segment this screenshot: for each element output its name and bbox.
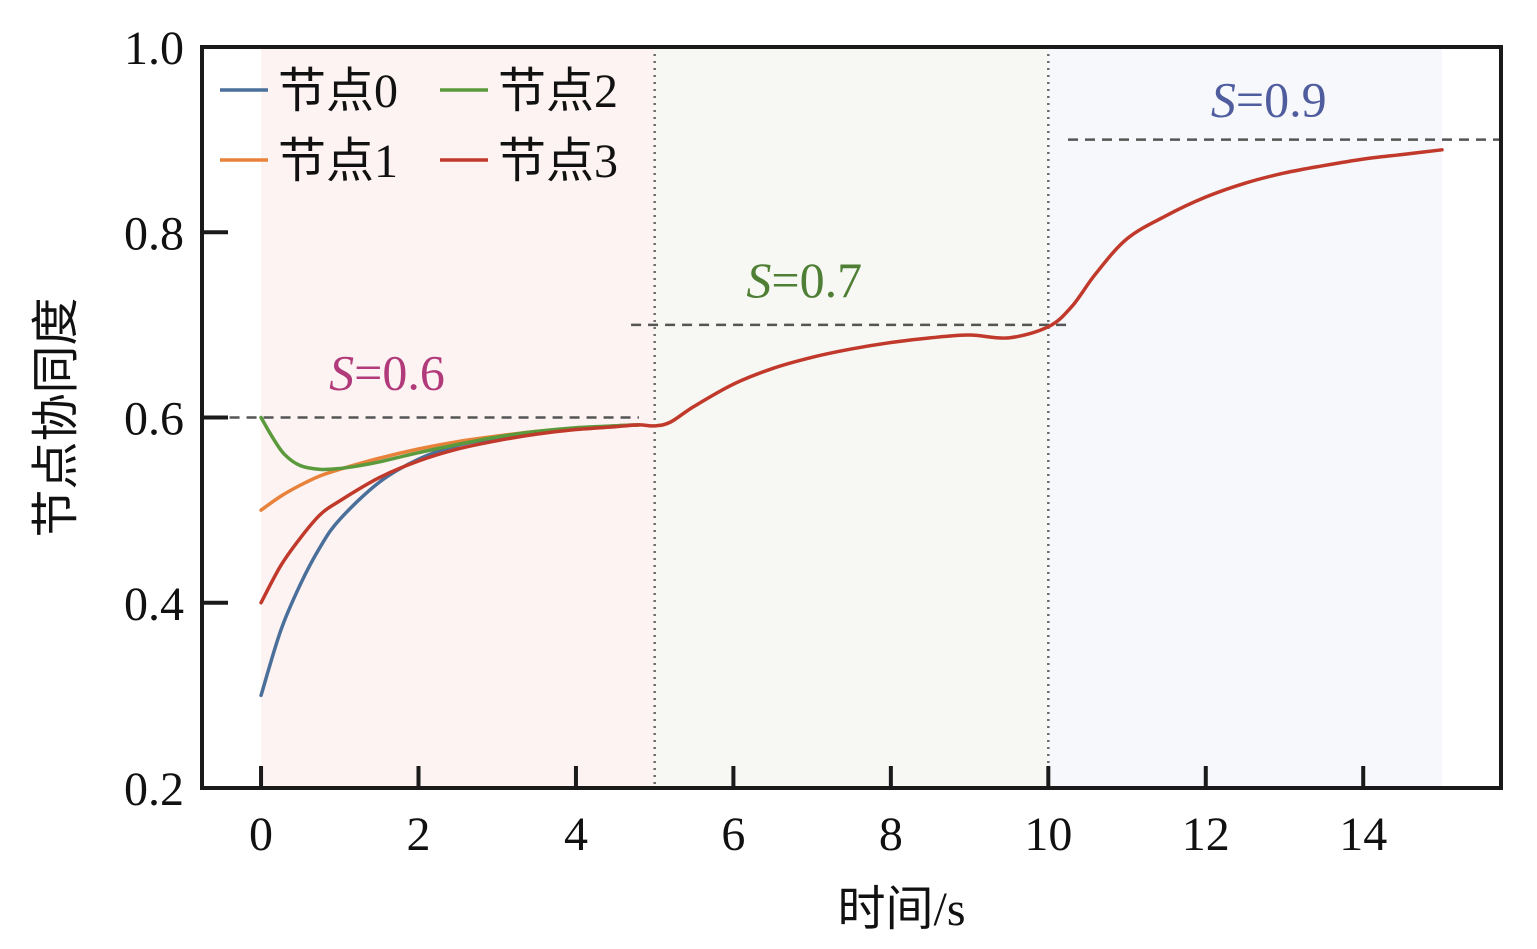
y-tick-label-0: 0.2 xyxy=(124,763,184,816)
target-label-value: =0.6 xyxy=(354,345,445,401)
y-axis-title: 节点协同度 xyxy=(30,297,83,537)
x-axis: 0 2 4 6 8 10 12 14 xyxy=(249,766,1387,861)
series-lines xyxy=(259,148,1444,698)
y-tick-label-2: 0.6 xyxy=(124,393,184,446)
y-axis: 0.2 0.4 0.6 0.8 1.0 xyxy=(124,22,228,816)
target-label-variable: S xyxy=(329,345,354,401)
target-label-variable: S xyxy=(1211,71,1236,127)
x-tick-label-0: 0 xyxy=(249,808,273,861)
series-line-3 xyxy=(259,148,1444,605)
legend-label-1: 节点1 xyxy=(278,135,398,188)
x-axis-title: 时间/s xyxy=(837,883,965,936)
phase-band-2 xyxy=(1048,47,1442,788)
target-label-0: S=0.6 xyxy=(329,345,445,401)
target-label-1: S=0.7 xyxy=(746,252,862,308)
series-line-2 xyxy=(259,415,641,472)
x-tick-label-7: 14 xyxy=(1339,808,1387,861)
legend-label-0: 节点0 xyxy=(278,65,398,118)
x-tick-label-5: 10 xyxy=(1024,808,1072,861)
x-tick-label-3: 6 xyxy=(721,808,745,861)
target-annotations: S=0.6S=0.7S=0.9 xyxy=(329,71,1326,400)
phase-backgrounds xyxy=(261,47,1442,788)
x-tick-label-1: 2 xyxy=(407,808,431,861)
legend-label-3: 节点3 xyxy=(498,135,618,188)
x-tick-label-6: 12 xyxy=(1182,808,1230,861)
target-label-variable: S xyxy=(746,252,771,308)
target-label-2: S=0.9 xyxy=(1211,71,1327,127)
y-tick-label-3: 0.8 xyxy=(124,207,184,260)
x-tick-label-4: 8 xyxy=(879,808,903,861)
legend: 节点0 节点1 节点2 节点3 xyxy=(220,65,618,188)
target-label-value: =0.7 xyxy=(771,252,862,308)
phase-boundary-lines xyxy=(653,47,1050,788)
target-label-value: =0.9 xyxy=(1236,71,1327,127)
target-lines xyxy=(229,138,1501,419)
x-tick-label-2: 4 xyxy=(564,808,588,861)
y-tick-label-1: 0.4 xyxy=(124,578,184,631)
y-tick-label-4: 1.0 xyxy=(124,22,184,75)
legend-label-2: 节点2 xyxy=(498,65,618,118)
phase-band-1 xyxy=(654,47,1049,788)
